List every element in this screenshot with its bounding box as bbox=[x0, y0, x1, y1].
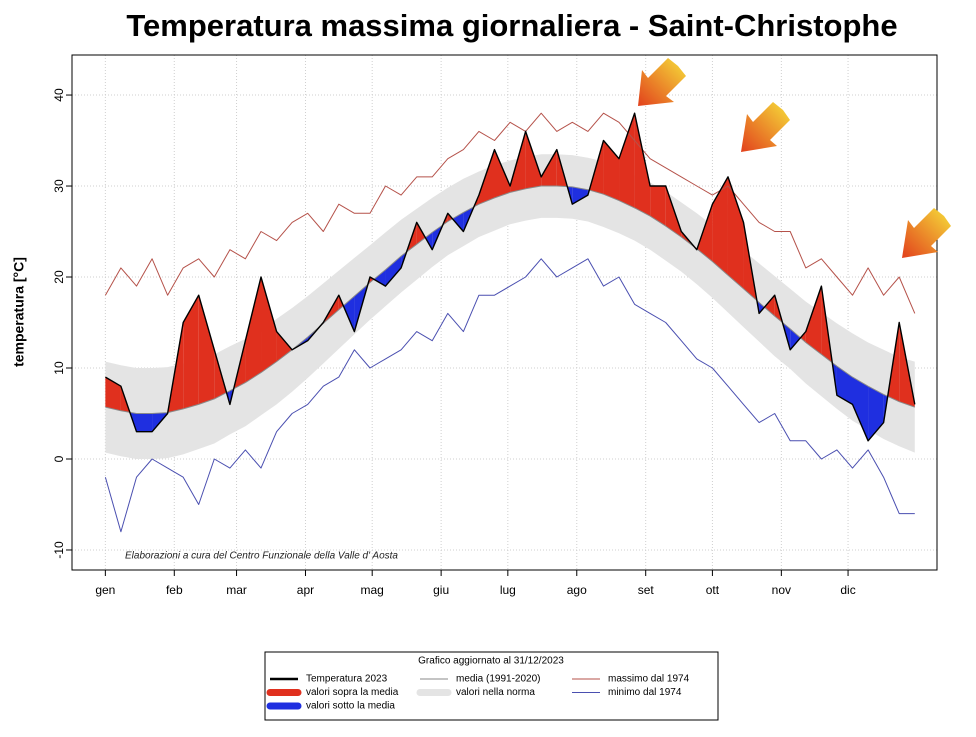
y-tick-label: 30 bbox=[52, 179, 66, 193]
x-tick-label: apr bbox=[297, 583, 314, 597]
chart-title: Temperatura massima giornaliera - Saint-… bbox=[126, 8, 897, 43]
x-tick-label: dic bbox=[840, 583, 855, 597]
y-tick-label: -10 bbox=[52, 541, 66, 559]
legend-label: Temperatura 2023 bbox=[306, 674, 388, 685]
y-tick-label: 0 bbox=[52, 455, 66, 462]
legend-label: media (1991-2020) bbox=[456, 674, 541, 685]
x-tick-label: feb bbox=[166, 583, 183, 597]
x-tick-label: mag bbox=[361, 583, 384, 597]
x-tick-label: set bbox=[638, 583, 655, 597]
legend-title: Grafico aggiornato al 31/12/2023 bbox=[418, 656, 564, 667]
x-tick-label: giu bbox=[433, 583, 449, 597]
x-tick-label: lug bbox=[500, 583, 516, 597]
legend-label: minimo dal 1974 bbox=[608, 687, 682, 698]
y-tick-label: 40 bbox=[52, 88, 66, 102]
annotation: Elaborazioni a cura del Centro Funzional… bbox=[125, 551, 398, 562]
y-tick-label: 20 bbox=[52, 270, 66, 284]
y-tick-label: 10 bbox=[52, 361, 66, 375]
deviation-fill bbox=[136, 413, 152, 431]
x-tick-label: nov bbox=[772, 583, 791, 597]
legend-label: massimo dal 1974 bbox=[608, 674, 690, 685]
x-tick-label: ago bbox=[567, 583, 587, 597]
legend-label: valori sotto la media bbox=[306, 701, 395, 712]
y-axis-label: temperatura [°C] bbox=[11, 257, 27, 367]
legend-label: valori sopra la media bbox=[306, 687, 399, 698]
x-tick-label: ott bbox=[706, 583, 720, 597]
legend-label: valori nella norma bbox=[456, 687, 535, 698]
x-tick-label: gen bbox=[95, 583, 115, 597]
x-tick-label: mar bbox=[226, 583, 247, 597]
